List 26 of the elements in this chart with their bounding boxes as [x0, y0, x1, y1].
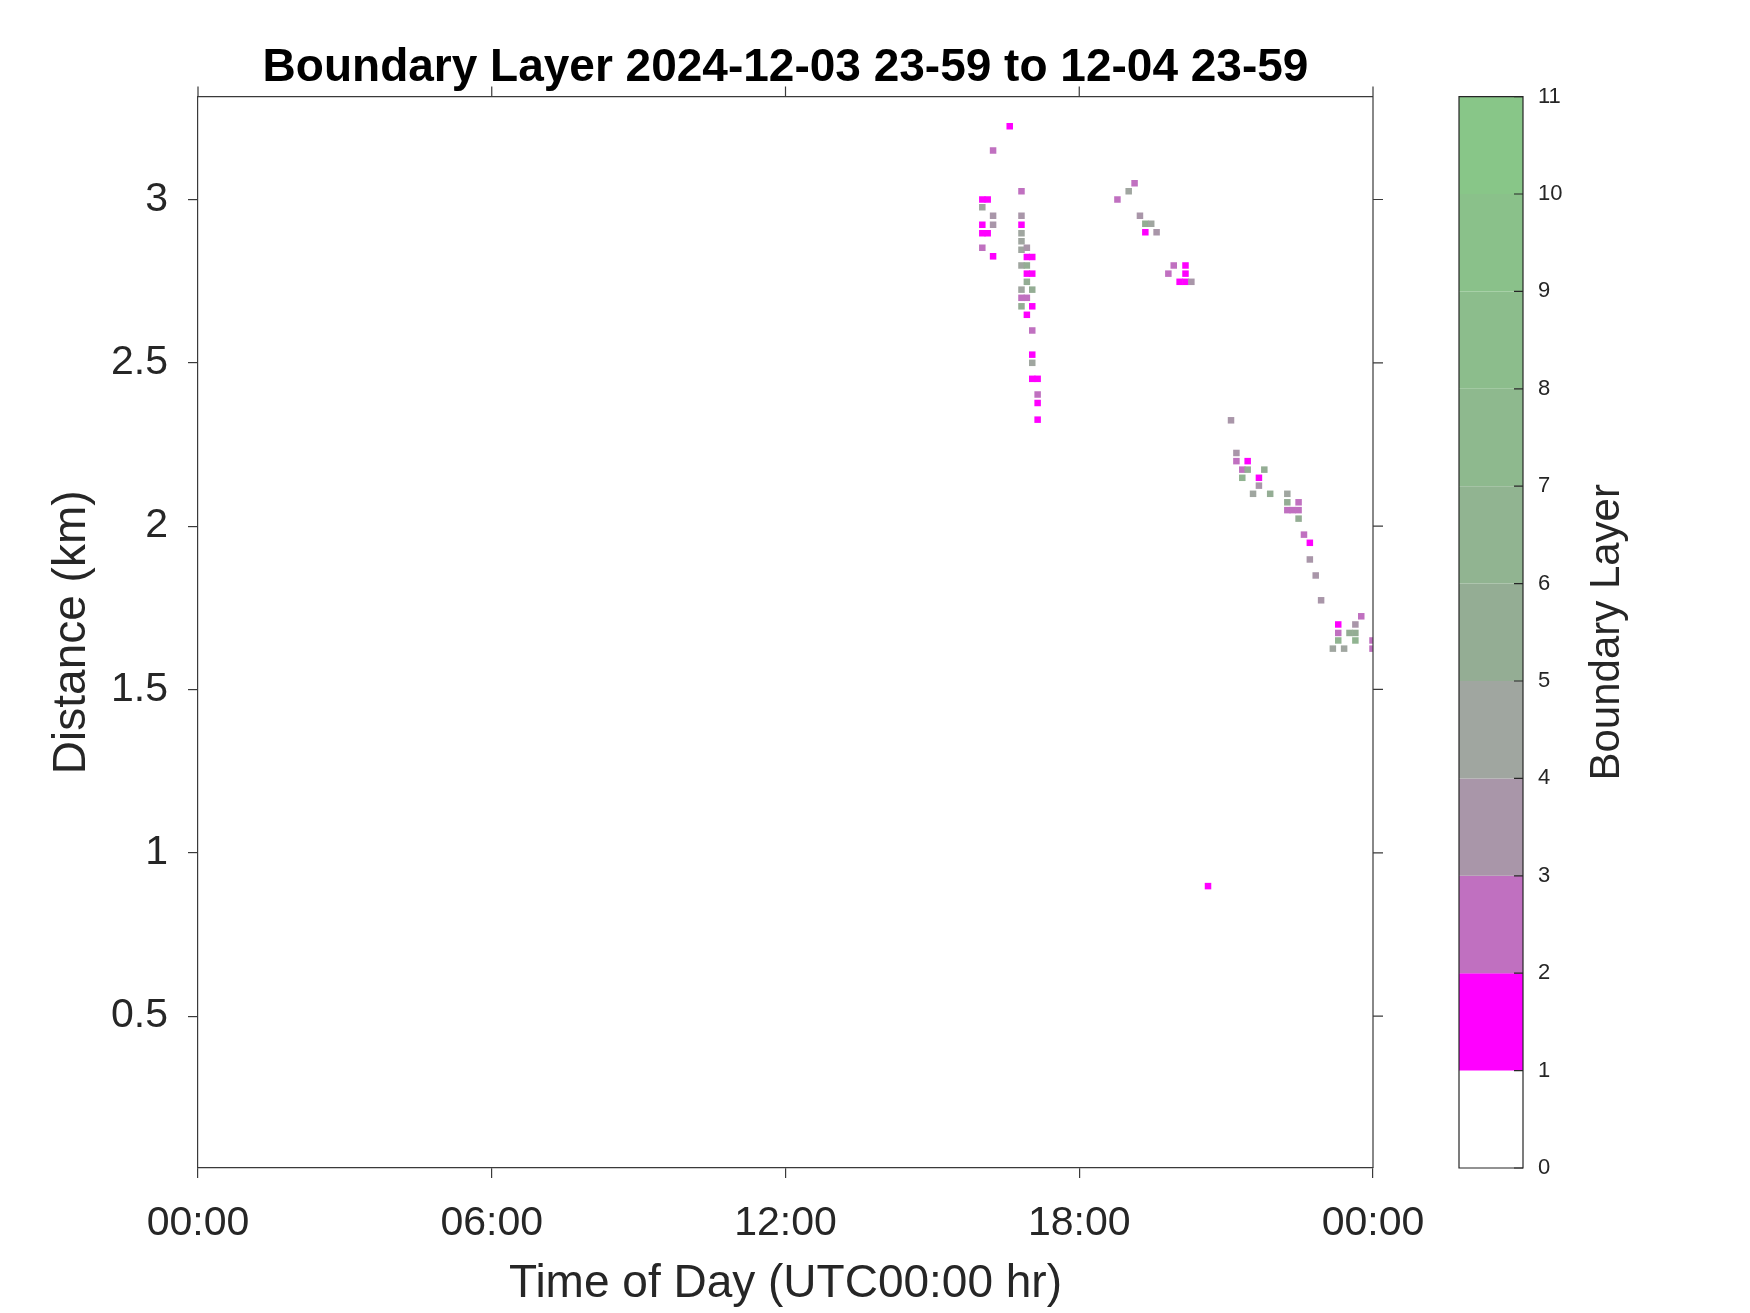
- color-bar-label: 9: [1538, 277, 1551, 303]
- y-tick-label: 1: [145, 827, 168, 874]
- color-bar-label: 7: [1538, 472, 1551, 498]
- x-tick-label: 00:00: [1321, 1197, 1425, 1244]
- color-bar-label: 0: [1538, 1154, 1551, 1180]
- x-tick-label: 18:00: [1027, 1197, 1131, 1244]
- color-bar-label: 11: [1538, 82, 1561, 108]
- x-tick-label: 12:00: [734, 1197, 837, 1244]
- color-bar-label: 1: [1538, 1056, 1551, 1082]
- y-tick-label: 0.5: [111, 990, 168, 1037]
- color-bar-label: 4: [1538, 764, 1551, 790]
- color-bar-label: 5: [1538, 667, 1551, 693]
- y-tick-label: 2: [145, 500, 168, 547]
- color-bar-label: 6: [1538, 569, 1551, 595]
- color-bar-label: 8: [1538, 374, 1551, 400]
- x-axis-title: Time of Day (UTC00:00 hr): [509, 1255, 1062, 1308]
- x-tick-label: 06:00: [440, 1197, 544, 1244]
- y-axis-title: Distance (km): [43, 490, 96, 775]
- color-bar-title: Boundary Layer: [1580, 484, 1628, 781]
- color-bar-label: 2: [1538, 959, 1551, 985]
- y-tick-label: 1.5: [111, 663, 168, 710]
- color-bar-label: 3: [1538, 861, 1551, 887]
- y-tick-label: 3: [145, 173, 168, 220]
- x-tick-label: 00:00: [146, 1197, 250, 1244]
- color-bar-label: 10: [1538, 180, 1563, 206]
- y-tick-label: 2.5: [111, 337, 168, 384]
